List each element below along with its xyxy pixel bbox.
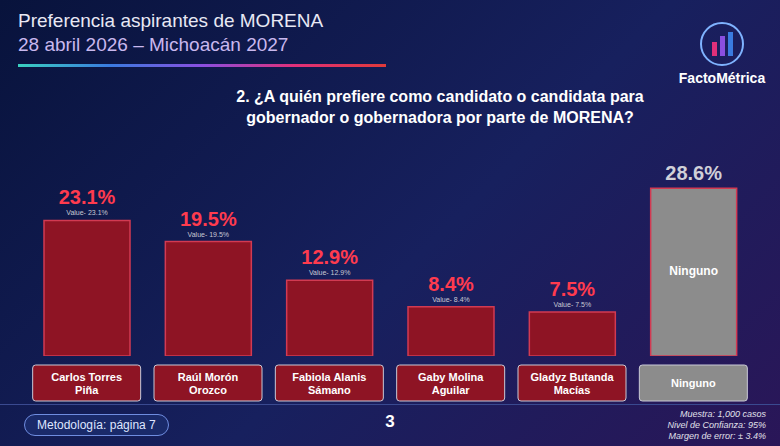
svg-text:8.4%: 8.4% [428,273,474,295]
svg-text:Value- 19.5%: Value- 19.5% [188,231,230,238]
html-text:3: 3 [385,412,395,431]
svg-text:Value- 23.1%: Value- 23.1% [66,209,108,216]
svg-text:Carlos Torres: Carlos Torres [51,371,122,383]
svg-text:Sámano: Sámano [308,384,351,396]
svg-text:Piña: Piña [75,384,99,396]
html-text:2. ¿A quién prefiere como cand: 2. ¿A quién prefiere como candidato o ca… [236,88,644,126]
svg-text:19.5%: 19.5% [180,208,237,230]
svg-text:Gladyz Butanda: Gladyz Butanda [530,371,614,383]
svg-text:23.1%: 23.1% [59,186,116,208]
html-text:Preferencia aspirantes de MORE: Preferencia aspirantes de MORENA [18,10,324,31]
svg-text:28.6%: 28.6% [665,162,722,184]
svg-text:Ninguno: Ninguno [671,377,716,389]
svg-text:7.5%: 7.5% [550,278,596,300]
html-text:Margen de error: ± 3.4%: Margen de error: ± 3.4% [668,431,766,441]
svg-text:Aguilar: Aguilar [432,384,471,396]
html-text:Metodología: página 7: Metodología: página 7 [37,418,156,432]
html-text:Muestra: 1,000 casos: Muestra: 1,000 casos [680,409,766,419]
html-text:FactoMétrica: FactoMétrica [678,70,766,86]
svg-text:Raúl Morón: Raúl Morón [178,371,239,383]
svg-text:Macías: Macías [554,384,591,396]
svg-text:Ninguno: Ninguno [669,264,718,278]
svg-text:12.9%: 12.9% [301,246,358,268]
svg-text:Orozco: Orozco [189,384,227,396]
svg-text:Value- 8.4%: Value- 8.4% [432,296,470,303]
svg-text:Value- 7.5%: Value- 7.5% [554,301,592,308]
svg-text:Gaby Molina: Gaby Molina [418,371,484,383]
svg-text:Value- 12.9%: Value- 12.9% [309,269,351,276]
html-text:28 abril 2026 – Michoacán 2027: 28 abril 2026 – Michoacán 2027 [18,34,289,55]
html-text:Nivel de Confianza: 95%: Nivel de Confianza: 95% [667,420,766,430]
svg-text:Fabiola Alanis: Fabiola Alanis [292,371,366,383]
